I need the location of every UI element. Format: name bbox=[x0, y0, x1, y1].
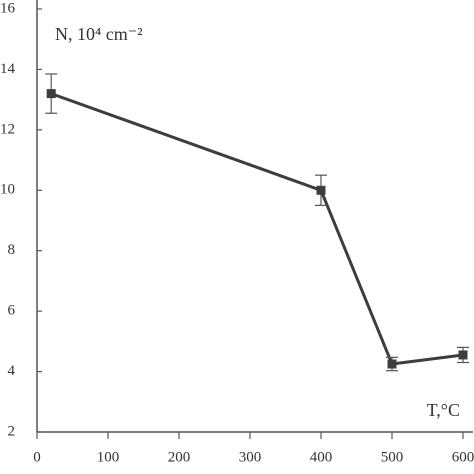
data-point bbox=[46, 89, 56, 99]
y-tick-label: 8 bbox=[8, 242, 16, 258]
x-tick-label: 100 bbox=[97, 449, 120, 465]
y-tick-label: 12 bbox=[0, 121, 15, 137]
x-tick-label: 0 bbox=[33, 449, 41, 465]
y-tick-label: 6 bbox=[8, 303, 16, 319]
data-point bbox=[316, 185, 326, 195]
y-tick-label: 2 bbox=[8, 423, 16, 439]
y-tick-label: 16 bbox=[0, 0, 16, 16]
y-tick-label: 4 bbox=[8, 363, 16, 379]
y-tick-label: 10 bbox=[0, 182, 15, 198]
x-axis-label: T,°C bbox=[427, 400, 460, 420]
x-tick-label: 400 bbox=[310, 449, 333, 465]
x-tick-label: 500 bbox=[381, 449, 404, 465]
y-axis-label: N, 10⁴ cm⁻² bbox=[55, 24, 143, 44]
y-tick-label: 14 bbox=[0, 61, 16, 77]
x-tick-label: 200 bbox=[168, 449, 191, 465]
data-point bbox=[387, 359, 397, 369]
x-tick-label: 300 bbox=[239, 449, 262, 465]
data-line bbox=[50, 92, 464, 366]
data-point bbox=[458, 350, 468, 360]
x-tick-label: 600 bbox=[452, 449, 474, 465]
